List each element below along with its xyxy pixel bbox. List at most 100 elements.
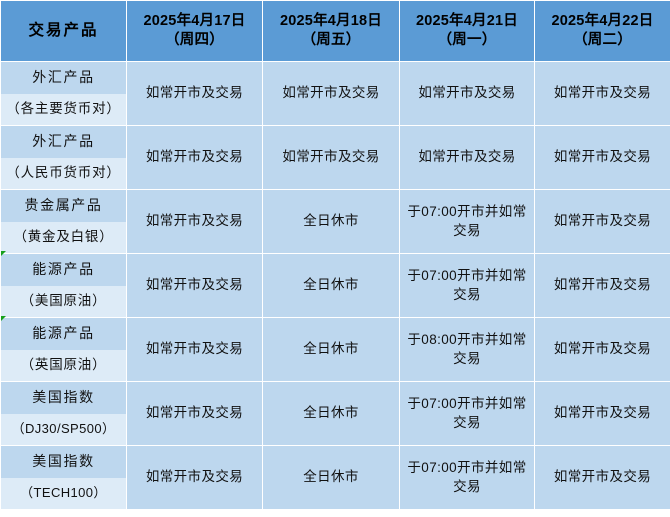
status-text: 于07:00开市并如常交易 [407,204,527,238]
product-stack: 能源产品 （英国原油） [1,318,126,381]
status-cell[interactable]: 于07:00开市并如常交易 [399,189,535,254]
status-cell[interactable]: 全日休市 [262,253,400,318]
column-header-day-1-weekday: （周四） [165,32,224,48]
status-text: 如常开市及交易 [553,341,652,357]
status-text: 于08:00开市并如常交易 [407,332,527,366]
product-stack: 能源产品 （美国原油） [1,254,126,317]
column-header-day-2: 2025年4月18日 （周五） [262,0,400,62]
product-name: 外汇产品 [1,126,126,158]
table-row: 能源产品 （美国原油） 如常开市及交易 全日休市 于07:00开市并如常交易 如常开市及交… [0,253,670,318]
product-stack: 美国指数 （DJ30/SP500） [1,382,126,445]
header-row: 交易产品 2025年4月17日 （周四） 2025年4月18日 （周五） 202… [0,0,670,62]
product-name: 能源产品 [1,254,126,286]
product-cell[interactable]: 能源产品 （美国原油） [0,253,127,318]
product-stack: 外汇产品 （人民币货币对） [1,126,126,189]
status-cell[interactable]: 如常开市及交易 [399,61,535,126]
product-name: 美国指数 [1,382,126,414]
status-cell[interactable]: 如常开市及交易 [399,125,535,190]
product-subtitle: （人民币货币对） [1,157,126,189]
column-header-day-1: 2025年4月17日 （周四） [126,0,263,62]
status-cell[interactable]: 如常开市及交易 [262,61,400,126]
table-header: 交易产品 2025年4月17日 （周四） 2025年4月18日 （周五） 202… [0,0,670,62]
status-cell[interactable]: 于08:00开市并如常交易 [399,317,535,382]
status-text: 如常开市及交易 [553,469,652,485]
status-cell[interactable]: 如常开市及交易 [534,125,670,190]
status-cell[interactable]: 如常开市及交易 [126,317,263,382]
status-text: 如常开市及交易 [145,405,244,421]
status-cell[interactable]: 全日休市 [262,189,400,254]
product-cell[interactable]: 美国指数 （TECH100） [0,445,127,510]
column-header-day-4-date: 2025年4月22日 [551,12,654,29]
status-cell[interactable]: 如常开市及交易 [534,381,670,446]
status-text: 如常开市及交易 [553,85,652,101]
product-subtitle: （DJ30/SP500） [1,413,126,445]
product-subtitle: （TECH100） [1,477,126,509]
status-text: 于07:00开市并如常交易 [407,268,527,302]
status-text: 全日休市 [303,469,359,485]
status-cell[interactable]: 全日休市 [262,381,400,446]
status-cell[interactable]: 如常开市及交易 [126,381,263,446]
column-header-day-1-date: 2025年4月17日 [143,12,246,29]
column-header-product-line-1: 交易产品 [28,21,99,39]
status-cell[interactable]: 如常开市及交易 [126,189,263,254]
status-cell[interactable]: 如常开市及交易 [126,253,263,318]
product-cell[interactable]: 美国指数 （DJ30/SP500） [0,381,127,446]
status-text: 如常开市及交易 [553,213,652,229]
status-cell[interactable]: 如常开市及交易 [534,445,670,510]
status-text: 如常开市及交易 [553,405,652,421]
status-text: 如常开市及交易 [282,85,380,101]
status-text: 全日休市 [303,277,359,293]
column-header-day-3-date: 2025年4月21日 [416,12,518,29]
product-cell[interactable]: 外汇产品 （人民币货币对） [0,125,127,190]
status-text: 全日休市 [303,405,359,421]
status-cell[interactable]: 如常开市及交易 [534,61,670,126]
status-text: 全日休市 [303,213,359,229]
status-cell[interactable]: 于07:00开市并如常交易 [399,253,535,318]
table-row: 外汇产品 （人民币货币对） 如常开市及交易 如常开市及交易 如常开市及交易 如常开市及交易 [0,125,670,190]
table-row: 能源产品 （英国原油） 如常开市及交易 全日休市 于08:00开市并如常交易 如常开市及交… [0,317,670,382]
column-header-day-4: 2025年4月22日 （周二） [534,0,670,62]
status-cell[interactable]: 于07:00开市并如常交易 [399,381,535,446]
column-header-product: 交易产品 [0,0,127,62]
status-text: 如常开市及交易 [553,277,652,293]
status-text: 如常开市及交易 [145,277,244,293]
product-cell[interactable]: 外汇产品 （各主要货币对） [0,61,127,126]
product-cell[interactable]: 贵金属产品 （黄金及白银） [0,189,127,254]
status-text: 如常开市及交易 [553,149,652,165]
status-cell[interactable]: 如常开市及交易 [126,61,263,126]
status-text: 如常开市及交易 [282,149,380,165]
status-cell[interactable]: 如常开市及交易 [126,125,263,190]
status-text: 于07:00开市并如常交易 [407,396,527,430]
status-cell[interactable]: 如常开市及交易 [262,125,400,190]
status-text: 全日休市 [303,341,359,357]
status-cell[interactable]: 如常开市及交易 [534,317,670,382]
product-subtitle: （黄金及白银） [1,221,126,253]
product-name: 美国指数 [1,446,126,478]
product-stack: 美国指数 （TECH100） [1,446,126,509]
table-row: 美国指数 （TECH100） 如常开市及交易 全日休市 于07:00开市并如常交易 如常开… [0,445,670,510]
product-name: 贵金属产品 [1,190,126,222]
status-cell[interactable]: 于07:00开市并如常交易 [399,445,535,510]
column-header-day-3-weekday: （周一） [437,32,497,48]
status-text: 如常开市及交易 [145,213,244,229]
status-text: 如常开市及交易 [145,149,244,165]
status-cell[interactable]: 全日休市 [262,445,400,510]
status-cell[interactable]: 如常开市及交易 [126,445,263,510]
status-cell[interactable]: 如常开市及交易 [534,189,670,254]
status-text: 于07:00开市并如常交易 [407,460,527,494]
status-cell[interactable]: 全日休市 [262,317,400,382]
table-row: 美国指数 （DJ30/SP500） 如常开市及交易 全日休市 于07:00开市并如常交易… [0,381,670,446]
status-cell[interactable]: 如常开市及交易 [534,253,670,318]
column-header-day-3: 2025年4月21日 （周一） [399,0,535,62]
product-stack: 外汇产品 （各主要货币对） [1,62,126,125]
product-name: 外汇产品 [1,62,126,94]
column-header-day-2-weekday: （周五） [301,32,361,48]
status-text: 如常开市及交易 [418,149,516,165]
column-header-day-4-weekday: （周二） [573,32,632,48]
product-cell[interactable]: 能源产品 （英国原油） [0,317,127,382]
table-row: 贵金属产品 （黄金及白银） 如常开市及交易 全日休市 于07:00开市并如常交易 如常开市… [0,189,670,254]
product-subtitle: （英国原油） [1,349,126,381]
product-subtitle: （各主要货币对） [1,93,126,125]
